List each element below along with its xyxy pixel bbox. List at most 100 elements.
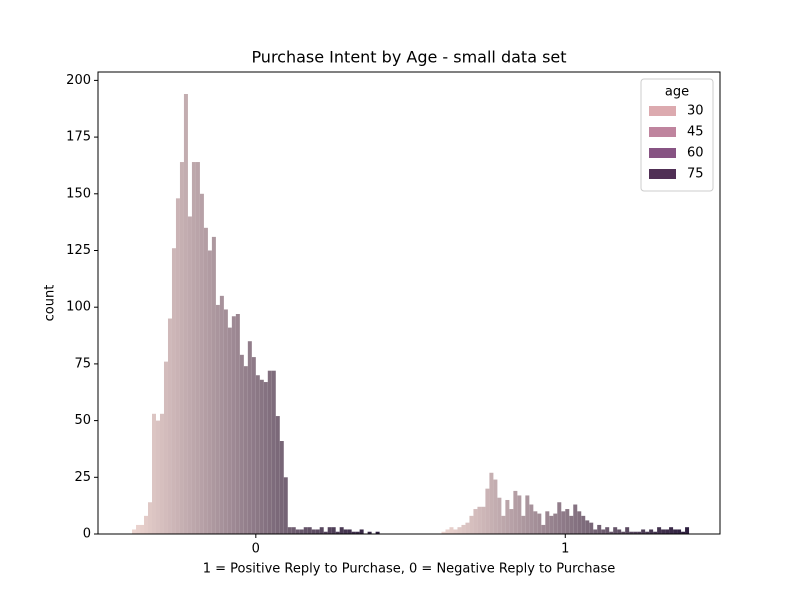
bar xyxy=(585,520,590,534)
bar xyxy=(163,361,168,534)
bar xyxy=(347,529,352,534)
x-tick-label: 1 xyxy=(561,542,569,557)
y-tick-label: 150 xyxy=(66,186,91,201)
y-tick-label: 125 xyxy=(66,243,91,258)
bar xyxy=(271,370,276,534)
bar xyxy=(335,531,340,534)
bar xyxy=(465,522,470,534)
bar xyxy=(175,198,180,534)
legend-label: 60 xyxy=(687,146,704,161)
x-tick-label: 0 xyxy=(252,542,260,557)
bar xyxy=(645,531,650,534)
bar xyxy=(351,531,356,534)
bar xyxy=(505,499,510,534)
bar xyxy=(573,504,578,534)
bar xyxy=(331,527,336,534)
legend-title: age xyxy=(665,85,689,100)
bar xyxy=(669,527,674,534)
bar xyxy=(251,357,256,534)
bar xyxy=(633,531,638,534)
bar xyxy=(279,441,284,534)
bar xyxy=(449,527,454,534)
bar xyxy=(513,490,518,534)
bar xyxy=(267,370,272,534)
bar xyxy=(561,511,566,534)
bar xyxy=(549,515,554,534)
bar xyxy=(605,527,610,534)
y-tick-label: 75 xyxy=(74,356,91,371)
bar xyxy=(593,529,598,534)
bar xyxy=(199,193,204,534)
bar xyxy=(501,515,506,534)
bar xyxy=(239,354,244,534)
bar xyxy=(529,504,534,534)
bar xyxy=(673,529,678,534)
bar xyxy=(215,304,220,534)
bar xyxy=(223,309,228,534)
bar xyxy=(203,227,208,534)
bar xyxy=(485,488,490,534)
bar xyxy=(375,531,380,534)
bar xyxy=(171,248,176,534)
bar xyxy=(144,515,149,534)
bar xyxy=(195,162,200,534)
y-tick-label: 100 xyxy=(66,300,91,315)
bar xyxy=(489,472,494,534)
bar xyxy=(589,522,594,534)
bar xyxy=(541,524,546,534)
bar xyxy=(661,529,666,534)
bar xyxy=(339,527,344,534)
legend-label: 30 xyxy=(687,104,704,119)
bar xyxy=(681,531,686,534)
bar xyxy=(295,529,300,534)
bar xyxy=(167,318,172,534)
bar xyxy=(263,382,268,534)
bar xyxy=(685,527,690,534)
bar xyxy=(649,529,654,534)
legend-swatch xyxy=(649,169,676,179)
bar xyxy=(569,515,574,534)
bar xyxy=(299,529,304,534)
bar xyxy=(597,524,602,534)
bar xyxy=(283,477,288,534)
legend-label: 75 xyxy=(687,167,704,182)
bar xyxy=(219,295,224,534)
bar xyxy=(231,316,236,534)
y-tick-label: 0 xyxy=(83,527,91,542)
bar xyxy=(565,509,570,534)
bar xyxy=(453,529,458,534)
bar xyxy=(183,94,188,534)
bar xyxy=(553,513,558,534)
bar xyxy=(445,529,450,534)
bar xyxy=(441,531,446,534)
bar xyxy=(191,162,196,534)
bar xyxy=(275,416,280,534)
bar xyxy=(473,509,478,534)
bar xyxy=(319,527,324,534)
bar xyxy=(287,527,292,534)
bar xyxy=(665,529,670,534)
legend-swatch xyxy=(649,106,676,116)
bar xyxy=(247,341,252,534)
bar xyxy=(641,529,646,534)
bar xyxy=(457,527,462,534)
bar xyxy=(613,527,618,534)
bar xyxy=(307,527,312,534)
bar xyxy=(677,529,682,534)
bar xyxy=(581,515,586,534)
bar xyxy=(359,529,364,534)
bar xyxy=(155,420,160,534)
legend-swatch xyxy=(649,148,676,158)
bar xyxy=(577,511,582,534)
bar xyxy=(521,515,526,534)
y-axis-label: count xyxy=(43,285,58,322)
bar xyxy=(323,531,328,534)
chart-title: Purchase Intent by Age - small data set xyxy=(251,48,566,67)
bar xyxy=(315,529,320,534)
bar xyxy=(327,527,332,534)
bar xyxy=(629,531,634,534)
legend-swatch xyxy=(649,127,676,137)
bar xyxy=(609,531,614,534)
bar xyxy=(343,529,348,534)
